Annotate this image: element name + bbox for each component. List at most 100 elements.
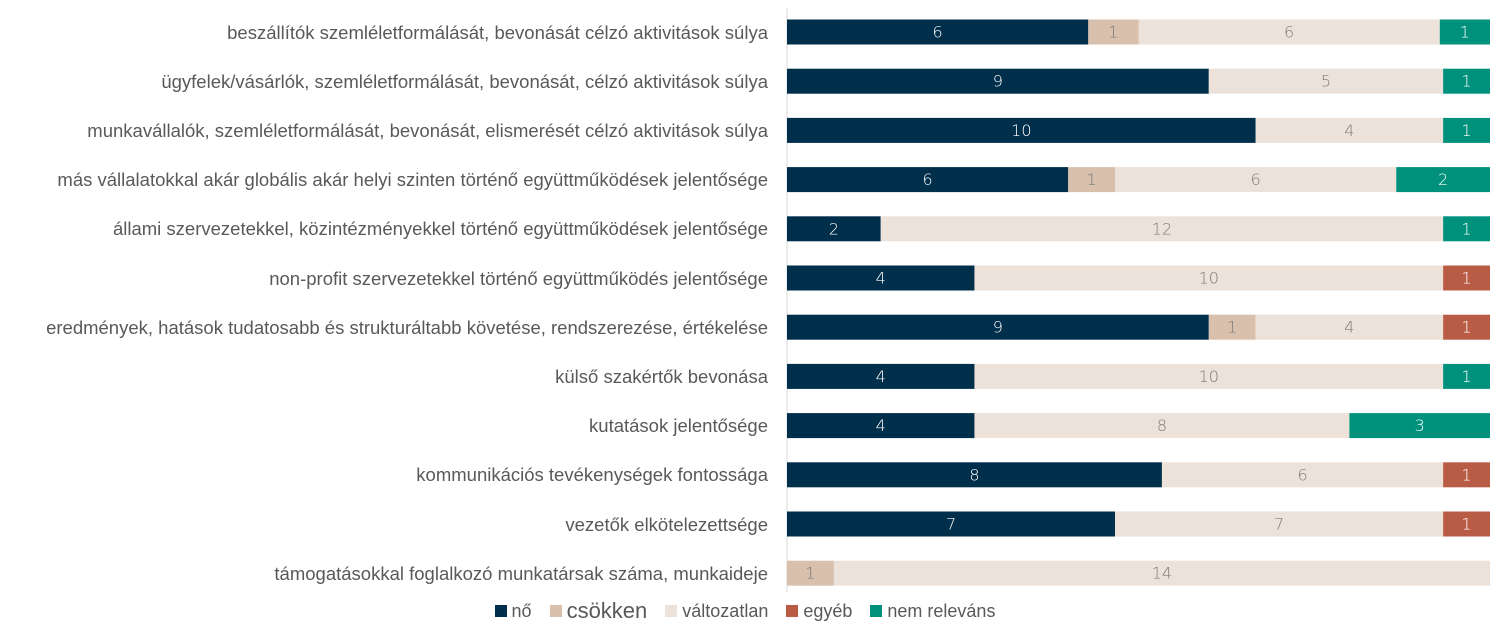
category-label-box: munkavállalók, szemléletformálását, bevo… [0, 107, 768, 153]
bar-segment [1443, 314, 1490, 340]
data-label: 6 [1297, 465, 1307, 484]
bar-segment [787, 265, 975, 291]
category-label: külső szakértők bevonása [555, 365, 768, 387]
legend-label: egyéb [803, 600, 853, 621]
data-label: 3 [1415, 416, 1425, 435]
category-label: kommunikációs tevékenységek fontossága [416, 464, 768, 486]
bar-segment [1443, 363, 1490, 389]
data-label: 6 [933, 23, 943, 42]
data-label: 2 [1438, 170, 1448, 189]
bar-segment [1443, 216, 1490, 242]
category-label-box: kommunikációs tevékenységek fontossága [0, 452, 768, 498]
data-label: 1 [1227, 318, 1237, 337]
bar-segment [787, 167, 1069, 193]
legend-item: változatlan [665, 601, 768, 622]
legend-swatch [870, 605, 883, 617]
category-label: munkavállalók, szemléletformálását, bevo… [87, 119, 768, 141]
bar-segment [787, 560, 834, 586]
category-label-box: vezetők elkötelezettsége [0, 501, 768, 547]
data-label: 4 [876, 269, 886, 288]
bar-segment [787, 413, 975, 439]
data-label: 7 [946, 515, 956, 534]
bar-segment [787, 363, 975, 389]
bar-segment [787, 117, 1256, 143]
bar-segment [974, 265, 1444, 291]
data-label: 10 [1011, 121, 1031, 140]
data-label: 1 [1461, 318, 1471, 337]
data-label: 6 [923, 170, 933, 189]
legend-swatch [786, 605, 799, 617]
bar-segment [1443, 117, 1490, 143]
bar-segment [1138, 19, 1440, 45]
data-label: 6 [1251, 170, 1261, 189]
bar-segment [833, 560, 1490, 586]
legend-swatch [665, 605, 678, 617]
data-label: 4 [876, 416, 886, 435]
data-label: 1 [1460, 23, 1470, 42]
bar-segment [1443, 462, 1490, 488]
category-label-box: eredmények, hatások tudatosabb és strukt… [0, 304, 768, 350]
bar-segment [1208, 314, 1256, 340]
bar-segment [1396, 167, 1490, 193]
legend-label: nem releváns [887, 600, 996, 621]
bar-segment [1443, 265, 1490, 291]
data-label: 1 [1461, 269, 1471, 288]
legend-item: nem releváns [870, 601, 995, 622]
data-label: 7 [1274, 515, 1284, 534]
bar-segment [1255, 314, 1444, 340]
legend-item: csökken [549, 598, 648, 624]
category-label: ügyfelek/vásárlók, szemléletformálását, … [161, 70, 768, 92]
data-label: 10 [1199, 367, 1219, 386]
category-label: beszállítók szemléletformálását, bevonás… [227, 21, 768, 43]
data-label: 5 [1321, 72, 1331, 91]
bar-segment [1255, 117, 1444, 143]
bar-segment [880, 216, 1444, 242]
data-label: 4 [876, 367, 886, 386]
data-label: 4 [1344, 318, 1354, 337]
category-label: állami szervezetekkel, közintézményekkel… [112, 218, 768, 240]
category-label: vezetők elkötelezettsége [565, 513, 768, 535]
data-label: 9 [993, 72, 1003, 91]
bar-segment [1161, 462, 1444, 488]
data-label: 14 [1152, 564, 1172, 583]
data-label: 1 [805, 564, 815, 583]
bar-segment [1443, 511, 1490, 537]
data-label: 1 [1461, 72, 1471, 91]
category-label-box: beszállítók szemléletformálását, bevonás… [0, 9, 768, 55]
bar-segment [974, 363, 1444, 389]
category-label-box: külső szakértők bevonása [0, 353, 768, 399]
data-label: 1 [1108, 23, 1118, 42]
data-label: 9 [993, 318, 1003, 337]
bar-segment [787, 68, 1209, 94]
category-label-box: non-profit szervezetekkel történő együtt… [0, 255, 768, 301]
data-label: 1 [1087, 170, 1097, 189]
bar-segment [1439, 19, 1490, 45]
data-label: 10 [1199, 269, 1219, 288]
category-label-box: támogatásokkal foglalkozó munkatársak sz… [0, 550, 768, 596]
data-label: 1 [1461, 515, 1471, 534]
bar-segment [1208, 68, 1444, 94]
category-label: eredmények, hatások tudatosabb és strukt… [46, 316, 768, 338]
legend-item: egyéb [786, 601, 852, 622]
legend-item: nő [494, 600, 532, 622]
data-label: 6 [1284, 23, 1294, 42]
data-label: 2 [829, 219, 839, 238]
bar-segment [787, 462, 1162, 488]
legend: nő csökken változatlan egyéb nem releváns [0, 598, 1490, 624]
bar-segment [787, 19, 1089, 45]
data-label: 4 [1344, 121, 1354, 140]
bar-segment [1115, 511, 1444, 537]
legend-label: csökken [566, 598, 648, 623]
data-label: 12 [1152, 219, 1172, 238]
legend-swatch [494, 605, 507, 617]
data-label: 8 [1157, 416, 1167, 435]
legend-label: változatlan [682, 600, 769, 621]
category-label: más vállalatokkal akár globális akár hel… [57, 169, 768, 191]
bar-segment [787, 216, 881, 242]
category-label: kutatások jelentősége [589, 415, 768, 437]
legend-label: nő [511, 600, 532, 621]
data-label: 1 [1461, 367, 1471, 386]
data-label: 1 [1461, 121, 1471, 140]
